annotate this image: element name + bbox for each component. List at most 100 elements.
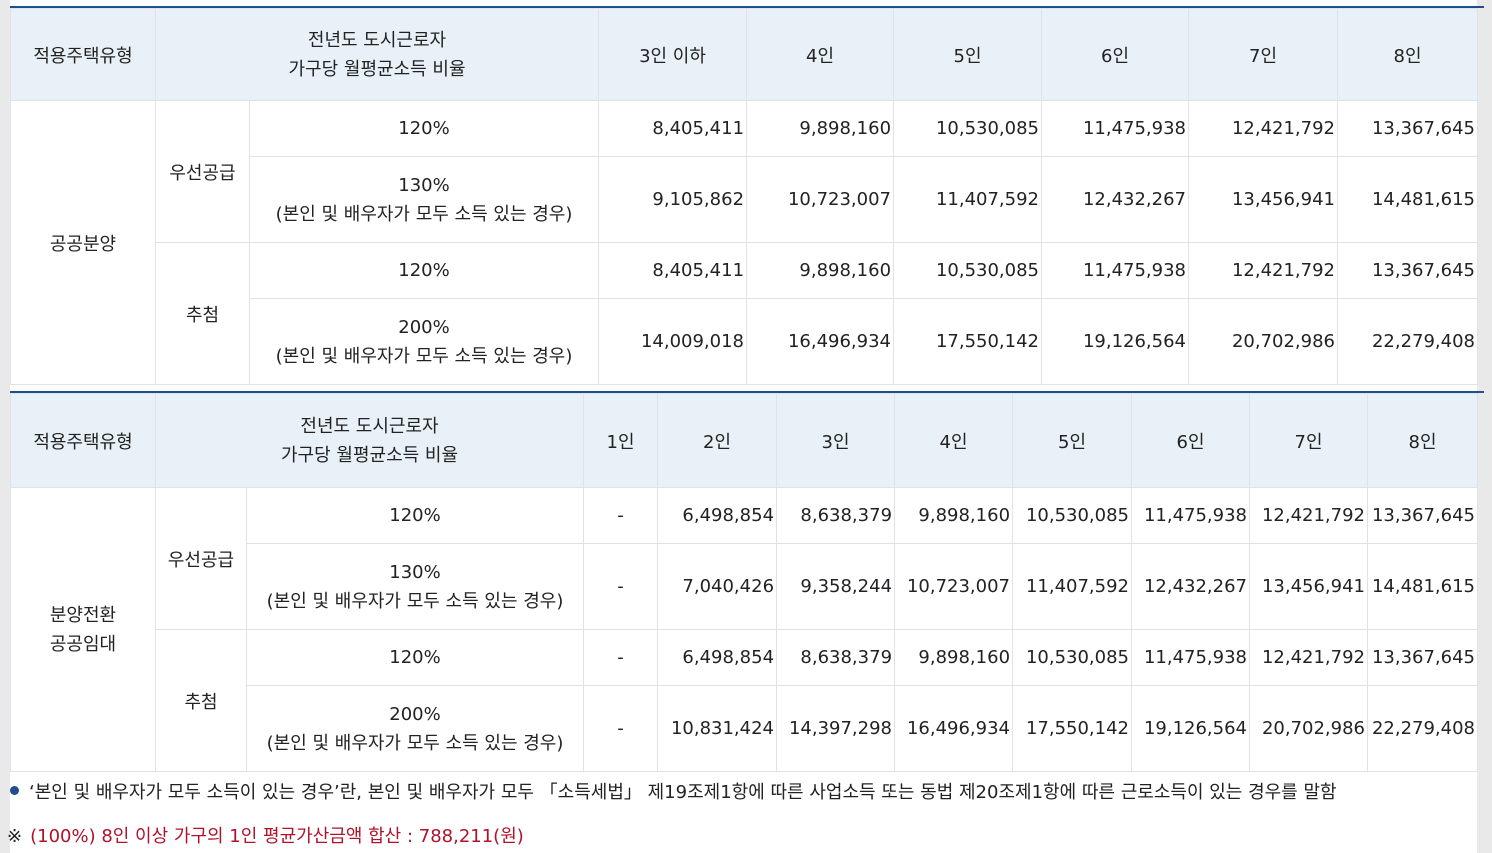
ratio-value: 200% — [398, 316, 450, 338]
ratio-cell: 120% — [245, 629, 585, 686]
value-cell: 14,397,298 — [776, 685, 896, 772]
table2-header-row: 적용주택유형 전년도 도시근로자 가구당 월평균소득 비율 1인 2인 3인 4… — [10, 393, 1479, 488]
section-label: 추첨 — [155, 242, 250, 385]
table-row: 추첨 120% - 6,498,854 8,638,379 9,898,160 … — [11, 629, 1479, 772]
header-household-size: 6인 — [1131, 393, 1251, 488]
ratio-condition: (본인 및 배우자가 모두 소득 있는 경우) — [266, 732, 564, 754]
header-household-size: 7인 — [1249, 393, 1369, 488]
value-cell: 20,702,986 — [1249, 685, 1369, 772]
footnote-additional-amount: ※ (100%) 8인 이상 가구의 1인 평균가산금액 합산 : 788,211… — [7, 822, 524, 848]
table2-top-rule — [10, 391, 1484, 393]
ratio-condition: (본인 및 배우자가 모두 소득 있는 경우) — [275, 203, 573, 225]
value-cell: 8,638,379 — [776, 629, 896, 686]
header-household-size: 6인 — [1041, 8, 1190, 101]
value-cell: 6,498,854 — [657, 487, 778, 544]
value-cell: - — [583, 629, 659, 686]
table-row: 130% (본인 및 배우자가 모두 소득 있는 경우) - 7,040,426… — [11, 543, 1479, 630]
value-cell: 20,702,986 — [1188, 298, 1339, 385]
value-cell: 13,367,645 — [1367, 487, 1479, 544]
header-household-size: 4인 — [894, 393, 1014, 488]
value-cell: 7,040,426 — [657, 543, 778, 630]
value-cell: 12,421,792 — [1249, 629, 1369, 686]
header-household-size: 3인 이하 — [598, 8, 748, 101]
header-income-ratio: 전년도 도시근로자 가구당 월평균소득 비율 — [154, 8, 600, 101]
ratio-value: 130% — [398, 174, 450, 196]
value-cell: 8,405,411 — [598, 242, 748, 299]
footnote-additional-amount-text: (100%) 8인 이상 가구의 1인 평균가산금액 합산 : 788,211(… — [30, 826, 524, 847]
header-income-ratio: 전년도 도시근로자 가구당 월평균소득 비율 — [154, 393, 585, 488]
value-cell: 12,432,267 — [1131, 543, 1251, 630]
value-cell: 13,367,645 — [1367, 629, 1479, 686]
value-cell: 12,421,792 — [1188, 100, 1339, 157]
value-cell: - — [583, 543, 659, 630]
ratio-condition: (본인 및 배우자가 모두 소득 있는 경우) — [266, 590, 564, 612]
value-cell: 9,898,160 — [746, 100, 895, 157]
ratio-condition: (본인 및 배우자가 모두 소득 있는 경우) — [275, 345, 573, 367]
value-cell: 8,638,379 — [776, 487, 896, 544]
value-cell: 11,475,938 — [1041, 242, 1190, 299]
value-cell: 13,367,645 — [1337, 100, 1479, 157]
header-ratio-line1: 전년도 도시근로자 — [307, 29, 447, 51]
reference-mark-icon: ※ — [7, 826, 23, 847]
value-cell: 19,126,564 — [1041, 298, 1190, 385]
value-cell: 14,481,615 — [1367, 543, 1479, 630]
value-cell: 9,898,160 — [746, 242, 895, 299]
value-cell: 22,279,408 — [1337, 298, 1479, 385]
income-table-public-rental: 적용주택유형 전년도 도시근로자 가구당 월평균소득 비율 1인 2인 3인 4… — [10, 393, 1479, 772]
value-cell: 13,367,645 — [1337, 242, 1479, 299]
value-cell: 17,550,142 — [893, 298, 1043, 385]
ratio-cell: 130% (본인 및 배우자가 모두 소득 있는 경우) — [248, 156, 600, 243]
group-label: 공공분양 — [10, 100, 156, 385]
table-row: 200% (본인 및 배우자가 모두 소득 있는 경우) - 10,831,42… — [11, 685, 1479, 772]
value-cell: 8,405,411 — [598, 100, 748, 157]
value-cell: 11,407,592 — [1012, 543, 1133, 630]
header-household-size: 5인 — [893, 8, 1043, 101]
header-housing-type: 적용주택유형 — [10, 393, 156, 488]
value-cell: 10,530,085 — [1012, 487, 1133, 544]
header-household-size: 1인 — [583, 393, 659, 488]
value-cell: - — [583, 487, 659, 544]
value-cell: 12,421,792 — [1249, 487, 1369, 544]
value-cell: 9,898,160 — [894, 629, 1014, 686]
section-label: 추첨 — [155, 629, 247, 772]
bullet-icon — [10, 786, 19, 795]
footnote-definition-text: ‘본인 및 배우자가 모두 소득이 있는 경우’란, 본인 및 배우자가 모두 … — [29, 782, 1337, 803]
ratio-cell: 130% (본인 및 배우자가 모두 소득 있는 경우) — [245, 543, 585, 630]
value-cell: 13,456,941 — [1249, 543, 1369, 630]
value-cell: 19,126,564 — [1131, 685, 1251, 772]
ratio-cell: 200% (본인 및 배우자가 모두 소득 있는 경우) — [248, 298, 600, 385]
header-household-size: 4인 — [746, 8, 895, 101]
value-cell: 10,530,085 — [1012, 629, 1133, 686]
right-margin — [1477, 0, 1492, 853]
value-cell: 10,530,085 — [893, 242, 1043, 299]
value-cell: 11,407,592 — [893, 156, 1043, 243]
value-cell: 13,456,941 — [1188, 156, 1339, 243]
value-cell: 10,831,424 — [657, 685, 778, 772]
value-cell: 14,009,018 — [598, 298, 748, 385]
header-housing-type: 적용주택유형 — [10, 8, 156, 101]
value-cell: 14,481,615 — [1337, 156, 1479, 243]
header-household-size: 8인 — [1367, 393, 1479, 488]
value-cell: 11,475,938 — [1041, 100, 1190, 157]
header-household-size: 2인 — [657, 393, 778, 488]
value-cell: 9,358,244 — [776, 543, 896, 630]
value-cell: 22,279,408 — [1367, 685, 1479, 772]
header-household-size: 7인 — [1188, 8, 1339, 101]
ratio-value: 130% — [389, 561, 441, 583]
table-row: 130% (본인 및 배우자가 모두 소득 있는 경우) 9,105,862 1… — [11, 156, 1479, 243]
footnote-definition: ‘본인 및 배우자가 모두 소득이 있는 경우’란, 본인 및 배우자가 모두 … — [10, 778, 1337, 804]
value-cell: 10,723,007 — [746, 156, 895, 243]
group-label-line2: 공공임대 — [49, 633, 117, 655]
header-ratio-line1: 전년도 도시근로자 — [300, 415, 439, 437]
value-cell: 16,496,934 — [894, 685, 1014, 772]
section-label: 우선공급 — [155, 100, 250, 243]
ratio-value: 200% — [389, 703, 441, 725]
value-cell: 11,475,938 — [1131, 487, 1251, 544]
value-cell: - — [583, 685, 659, 772]
header-ratio-line2: 가구당 월평균소득 비율 — [280, 444, 459, 466]
income-table-public-sale: 적용주택유형 전년도 도시근로자 가구당 월평균소득 비율 3인 이하 4인 5… — [10, 8, 1479, 385]
table-row: 200% (본인 및 배우자가 모두 소득 있는 경우) 14,009,018 … — [11, 298, 1479, 385]
table1-top-rule — [10, 6, 1484, 8]
table-row: 공공분양 우선공급 120% 8,405,411 9,898,160 10,53… — [10, 100, 1479, 385]
ratio-cell: 200% (본인 및 배우자가 모두 소득 있는 경우) — [245, 685, 585, 772]
